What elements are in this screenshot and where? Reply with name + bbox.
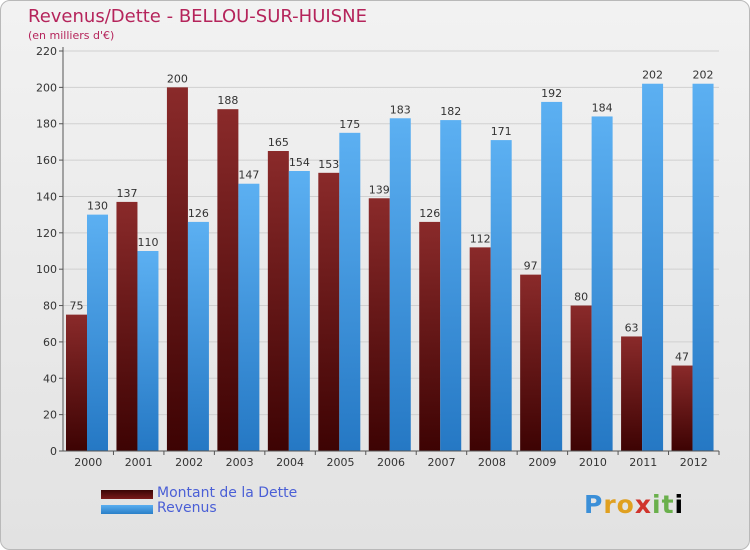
data-label: 130 — [87, 200, 108, 213]
data-label: 47 — [675, 351, 689, 364]
bar-debt-2002 — [166, 87, 188, 451]
y-tick-label: 220 — [36, 45, 57, 58]
bar-revenue-2007 — [440, 120, 462, 451]
data-label: 97 — [524, 260, 538, 273]
bar-debt-2006 — [368, 198, 390, 451]
y-tick-label: 200 — [36, 81, 57, 94]
chart-title: Revenus/Dette - BELLOU-SUR-HUISNE — [28, 6, 367, 27]
data-label: 202 — [642, 69, 663, 82]
x-tick-label: 2005 — [327, 456, 355, 469]
data-label: 182 — [440, 105, 461, 118]
x-tick-label: 2011 — [629, 456, 657, 469]
bar-debt-2000 — [66, 314, 87, 451]
data-label: 80 — [574, 291, 588, 304]
data-label: 175 — [339, 118, 360, 131]
y-tick-label: 60 — [43, 336, 57, 349]
x-tick-label: 2010 — [579, 456, 607, 469]
y-tick-label: 160 — [36, 154, 57, 167]
bar-revenue-2010 — [591, 116, 613, 452]
bar-debt-2008 — [469, 247, 491, 451]
chart-subtitle: (en milliers d'€) — [28, 29, 115, 42]
bar-debt-2010 — [570, 305, 592, 451]
x-tick-label: 2007 — [427, 456, 455, 469]
bar-revenue-2012 — [692, 83, 714, 452]
x-tick-label: 2001 — [125, 456, 153, 469]
data-label: 184 — [592, 101, 613, 114]
legend-label-revenue: Revenus — [157, 500, 217, 516]
proxiti-logo: Proxiti — [584, 490, 685, 519]
legend-label-debt: Montant de la Dette — [157, 485, 298, 501]
x-tick-label: 2003 — [226, 456, 254, 469]
y-tick-label: 100 — [36, 263, 57, 276]
bar-revenue-2006 — [389, 118, 411, 451]
bar-debt-2001 — [116, 201, 138, 451]
data-label: 137 — [116, 187, 137, 200]
data-label: 147 — [238, 169, 259, 182]
x-tick-label: 2006 — [377, 456, 405, 469]
y-tick-label: 40 — [43, 372, 57, 385]
bar-debt-2009 — [520, 274, 542, 451]
data-label: 153 — [318, 158, 339, 171]
bar-revenue-2008 — [490, 140, 512, 451]
bars-layer — [66, 83, 714, 452]
bar-debt-2005 — [318, 172, 340, 451]
data-label: 200 — [167, 72, 188, 85]
data-label: 126 — [419, 207, 440, 220]
data-label: 112 — [470, 232, 491, 245]
legend-swatch-revenue — [101, 505, 153, 514]
bar-revenue-2005 — [339, 132, 361, 451]
data-label: 110 — [137, 236, 158, 249]
bar-revenue-2002 — [187, 221, 209, 451]
x-tick-label: 2002 — [175, 456, 203, 469]
y-tick-label: 20 — [43, 409, 57, 422]
bar-debt-2003 — [217, 109, 239, 451]
y-tick-label: 140 — [36, 190, 57, 203]
legend-swatch-debt — [101, 490, 153, 499]
bar-revenue-2003 — [238, 183, 260, 451]
bar-revenue-2001 — [137, 251, 159, 451]
y-tick-label: 0 — [50, 445, 57, 458]
data-label: 183 — [390, 103, 411, 116]
data-label: 154 — [289, 156, 310, 169]
data-label: 139 — [369, 183, 390, 196]
x-tick-label: 2000 — [74, 456, 102, 469]
bar-revenue-2009 — [541, 101, 563, 451]
bar-debt-2007 — [419, 221, 441, 451]
data-label: 192 — [541, 87, 562, 100]
data-label: 165 — [268, 136, 289, 149]
data-label: 126 — [188, 207, 209, 220]
data-label: 75 — [70, 300, 84, 313]
bar-revenue-2000 — [87, 214, 108, 451]
y-tick-label: 120 — [36, 227, 57, 240]
x-tick-label: 2009 — [528, 456, 556, 469]
y-tick-label: 80 — [43, 300, 57, 313]
data-label: 202 — [693, 69, 714, 82]
bar-revenue-2004 — [288, 171, 310, 451]
bar-debt-2012 — [671, 365, 693, 451]
data-label: 63 — [625, 321, 639, 334]
data-label: 171 — [491, 125, 512, 138]
data-label: 188 — [217, 94, 238, 107]
x-tick-label: 2012 — [680, 456, 708, 469]
bar-revenue-2011 — [642, 83, 664, 452]
y-tick-label: 180 — [36, 118, 57, 131]
x-tick-label: 2008 — [478, 456, 506, 469]
bar-debt-2011 — [621, 336, 643, 451]
axis-layer: 0 20 40 60 80 100 120 140 160 180 200 220 2000 2001 20… — [36, 45, 720, 469]
bar-debt-2004 — [267, 151, 289, 451]
x-tick-label: 2004 — [276, 456, 304, 469]
